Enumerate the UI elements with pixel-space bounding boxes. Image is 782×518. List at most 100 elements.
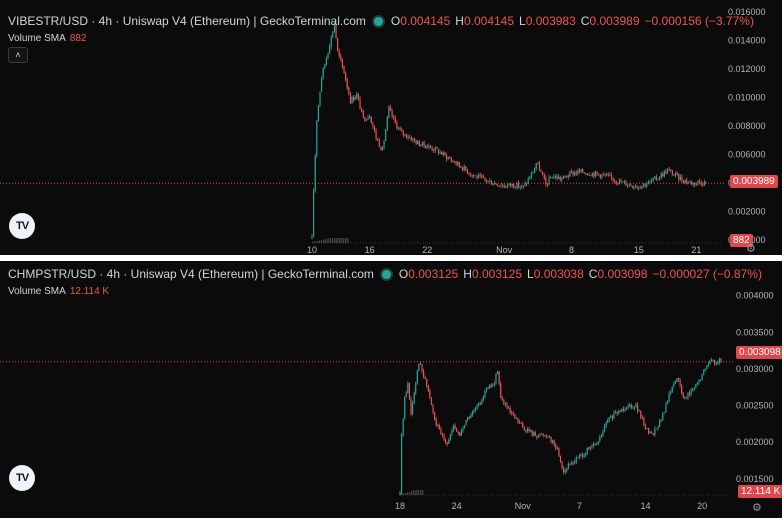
candle-body [372, 123, 374, 127]
candle-body [520, 423, 522, 425]
collapse-legend-button[interactable]: ˄ [8, 47, 28, 63]
candle-body [678, 173, 680, 180]
chart-legend: CHMPSTR/USD · 4h · Uniswap V4 (Ethereum)… [8, 267, 762, 281]
x-tick-label: Nov [496, 245, 513, 255]
volume-bar [402, 493, 404, 495]
candle-body [343, 66, 345, 74]
candle-body [460, 430, 462, 436]
candle-body [487, 387, 489, 389]
candle-body [602, 174, 605, 176]
candle-body [462, 428, 464, 431]
candle-body [341, 59, 344, 67]
candle-body [451, 430, 453, 435]
candle-body [600, 435, 603, 437]
candle-body [515, 418, 518, 420]
candle-body [602, 431, 604, 436]
candle-body [362, 110, 364, 118]
volume-bar [336, 238, 338, 243]
candle-body [658, 177, 661, 179]
candle-body [396, 122, 398, 129]
candle-body [330, 36, 332, 47]
change-value: −0.000027 (−0.87%) [652, 267, 762, 281]
candle-body [572, 463, 574, 464]
chart-panel-chmpstr[interactable]: 0.004000 0.003500 0.003000 0.002500 0.002000… [0, 261, 782, 518]
candle-body [583, 172, 585, 174]
candlestick-chart-chmpstr[interactable]: 0.004000 0.003500 0.003000 0.002500 0.002000… [0, 261, 782, 518]
candle-body [599, 436, 601, 442]
candlestick-chart-vibestr[interactable]: 0.016000 0.014000 0.012000 0.010000 0.008000… [0, 0, 782, 255]
candle-body [536, 435, 538, 438]
candle-body [610, 174, 613, 178]
candle-body [622, 181, 624, 183]
x-tick-label: 20 [697, 501, 707, 511]
candle-body [642, 184, 645, 186]
candle-body [526, 428, 529, 432]
candle-body [492, 385, 494, 387]
candle-body [473, 409, 475, 412]
candle-body [369, 116, 371, 118]
tradingview-logo[interactable]: TV [9, 213, 35, 239]
candle-body [693, 387, 695, 390]
candle-body [633, 186, 635, 188]
candle-body [463, 425, 466, 429]
y-tick-label: 0.008000 [728, 121, 766, 131]
volume-bar [417, 490, 419, 495]
candle-body [353, 97, 355, 101]
candle-body [492, 184, 494, 186]
gear-icon[interactable]: ⚙ [752, 502, 762, 514]
candle-body [503, 185, 505, 188]
candle-body [474, 408, 477, 410]
candle-body [332, 31, 334, 37]
candle-body [417, 141, 419, 145]
candle-body [612, 177, 614, 181]
high-label: H [455, 14, 464, 28]
candle-body [493, 183, 496, 185]
candle-body [465, 420, 467, 426]
candle-body [586, 174, 589, 176]
candle-body [647, 181, 649, 185]
candle-body [570, 463, 573, 465]
candle-body [703, 371, 705, 375]
candle-body [710, 360, 713, 361]
candle-body [695, 384, 697, 388]
candle-body [575, 457, 577, 463]
candle-body [593, 173, 595, 177]
candle-body [498, 371, 500, 384]
high-label: H [463, 267, 472, 281]
candle-body [444, 152, 446, 155]
candle-body [463, 166, 465, 171]
candle-body [485, 387, 488, 391]
change-value: −0.000156 (−3.77%) [644, 14, 754, 28]
candle-body [428, 145, 430, 147]
candle-body [625, 181, 627, 186]
candle-body [718, 358, 721, 363]
candle-body [377, 138, 379, 141]
market-status-icon [381, 269, 391, 279]
candle-body [681, 385, 683, 395]
chart-panel-vibestr[interactable]: 0.016000 0.014000 0.012000 0.010000 0.008000… [0, 0, 782, 255]
candle-body [316, 120, 318, 156]
candle-body [657, 178, 659, 180]
candle-body [441, 152, 443, 155]
candle-body [388, 106, 390, 118]
candle-body [407, 137, 409, 139]
gear-icon[interactable]: ⚙ [746, 243, 756, 255]
tradingview-logo[interactable]: TV [9, 465, 35, 491]
candle-body [628, 184, 630, 186]
candle-body [574, 172, 576, 175]
candle-body [696, 382, 698, 385]
candle-body [452, 425, 455, 431]
candle-body [447, 157, 449, 160]
candle-body [430, 398, 433, 405]
candle-body [720, 358, 722, 361]
candle-body [443, 435, 445, 440]
candle-body [405, 392, 407, 397]
low-label: L [527, 267, 534, 281]
candle-body [594, 444, 596, 445]
candle-body [682, 394, 684, 398]
candle-body [583, 455, 585, 458]
candle-body [543, 175, 545, 178]
candle-body [442, 152, 444, 155]
candle-body [636, 186, 638, 188]
volume-bar [422, 490, 424, 495]
